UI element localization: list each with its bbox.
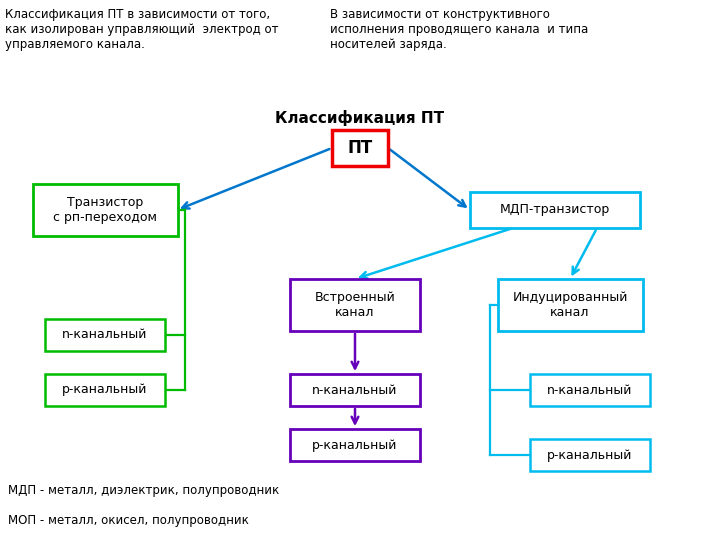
FancyBboxPatch shape — [32, 184, 178, 236]
FancyBboxPatch shape — [290, 279, 420, 331]
Text: МДП-транзистор: МДП-транзистор — [500, 204, 610, 217]
FancyBboxPatch shape — [530, 374, 650, 406]
FancyBboxPatch shape — [290, 374, 420, 406]
Text: Встроенный
канал: Встроенный канал — [315, 291, 395, 319]
Text: Индуцированный
канал: Индуцированный канал — [513, 291, 628, 319]
Text: В зависимости от конструктивного
исполнения проводящего канала  и типа
носителей: В зависимости от конструктивного исполне… — [330, 8, 588, 51]
Text: n-канальный: n-канальный — [547, 383, 633, 396]
FancyBboxPatch shape — [290, 429, 420, 461]
Text: р-канальный: р-канальный — [312, 438, 397, 451]
FancyBboxPatch shape — [45, 319, 165, 351]
Text: р-канальный: р-канальный — [547, 449, 633, 462]
Text: Классификация ПТ в зависимости от того,
как изолирован управляющий  электрод от
: Классификация ПТ в зависимости от того, … — [5, 8, 279, 51]
FancyBboxPatch shape — [470, 192, 640, 228]
Text: Транзистор
с рп-переходом: Транзистор с рп-переходом — [53, 196, 157, 224]
FancyBboxPatch shape — [530, 439, 650, 471]
Text: Классификация ПТ: Классификация ПТ — [276, 110, 444, 126]
FancyBboxPatch shape — [498, 279, 642, 331]
Text: n-канальный: n-канальный — [312, 383, 397, 396]
FancyBboxPatch shape — [45, 374, 165, 406]
Text: р-канальный: р-канальный — [63, 383, 148, 396]
FancyBboxPatch shape — [332, 130, 388, 166]
Text: n-канальный: n-канальный — [63, 328, 148, 341]
Text: ПТ: ПТ — [347, 139, 373, 157]
Text: МДП - металл, диэлектрик, полупроводник

МОП - металл, окисел, полупроводник: МДП - металл, диэлектрик, полупроводник … — [8, 484, 279, 527]
